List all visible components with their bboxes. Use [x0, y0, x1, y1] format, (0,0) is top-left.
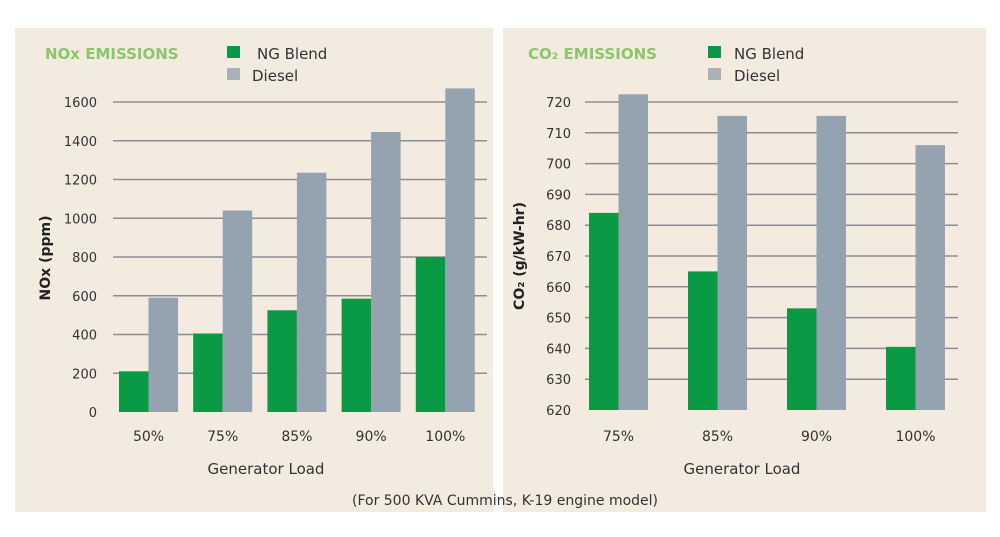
- co2-x-axis-label: Generator Load: [684, 460, 801, 478]
- nox-legend-diesel-swatch: [227, 68, 240, 80]
- co2-x-tick-label: 85%: [702, 429, 733, 445]
- nox-bar-ng-blend: [193, 333, 223, 412]
- co2-legend-diesel-label: Diesel: [734, 67, 780, 85]
- nox-legend-ng-swatch: [227, 46, 240, 58]
- co2-legend-diesel-swatch: [708, 68, 721, 80]
- co2-y-tick-label: 630: [546, 373, 571, 388]
- co2-bar-ng-blend: [688, 271, 718, 410]
- nox-bar-diesel: [371, 132, 401, 412]
- nox-y-tick-label: 1600: [64, 96, 97, 111]
- nox-y-tick-label: 200: [72, 367, 97, 382]
- co2-bar-ng-blend: [787, 308, 817, 410]
- co2-chart-title: CO₂ EMISSIONS: [528, 45, 657, 63]
- co2-y-tick-label: 690: [546, 188, 571, 203]
- co2-bar-ng-blend: [886, 346, 916, 410]
- co2-y-tick-label: 700: [546, 158, 571, 173]
- co2-y-tick-label: 620: [546, 404, 571, 419]
- nox-x-tick-label: 90%: [356, 429, 387, 445]
- nox-x-tick-label: 100%: [425, 429, 465, 445]
- nox-y-tick-label: 1000: [64, 212, 97, 227]
- nox-chart-title: NOx EMISSIONS: [45, 45, 179, 63]
- co2-x-tick-label: 100%: [895, 429, 935, 445]
- co2-y-tick-label: 680: [546, 219, 571, 234]
- nox-x-tick-label: 85%: [281, 429, 312, 445]
- co2-x-tick-label: 90%: [801, 429, 832, 445]
- nox-bar-ng-blend: [341, 298, 372, 412]
- co2-y-axis-label: CO₂ (g/kW-hr): [512, 202, 528, 310]
- co2-bar-diesel: [618, 94, 648, 411]
- co2-y-tick-label: 660: [546, 281, 571, 296]
- nox-chart-panel: [15, 28, 493, 512]
- co2-bar-diesel: [915, 145, 945, 410]
- co2-legend-ng-label: NG Blend: [734, 45, 804, 63]
- co2-bar-diesel: [816, 115, 846, 411]
- nox-x-axis-label: Generator Load: [208, 460, 325, 478]
- co2-bar-diesel: [717, 115, 747, 411]
- nox-y-axis-label: NOx (ppm): [38, 216, 54, 301]
- co2-bar-ng-blend: [589, 212, 619, 410]
- nox-legend-ng-label: NG Blend: [257, 45, 327, 63]
- nox-bar-diesel: [222, 210, 253, 412]
- co2-y-tick-label: 670: [546, 250, 571, 265]
- nox-bar-diesel: [148, 297, 178, 412]
- nox-x-tick-label: 50%: [133, 429, 164, 445]
- nox-y-tick-label: 800: [72, 251, 97, 266]
- nox-y-tick-label: 0: [89, 406, 97, 421]
- nox-y-tick-label: 400: [72, 329, 97, 344]
- co2-x-tick-label: 75%: [603, 429, 634, 445]
- nox-bar-ng-blend: [415, 257, 446, 412]
- nox-y-tick-label: 1400: [64, 135, 97, 150]
- co2-y-tick-label: 650: [546, 312, 571, 327]
- co2-legend-ng-swatch: [708, 46, 721, 58]
- co2-y-tick-label: 640: [546, 342, 571, 357]
- nox-x-tick-label: 75%: [207, 429, 238, 445]
- co2-y-tick-label: 720: [546, 96, 571, 111]
- nox-bar-diesel: [445, 88, 475, 412]
- nox-y-tick-label: 600: [72, 290, 97, 305]
- nox-y-tick-label: 1200: [64, 174, 97, 189]
- nox-bar-ng-blend: [119, 371, 149, 412]
- nox-legend-diesel-label: Diesel: [252, 67, 298, 85]
- nox-bar-ng-blend: [267, 310, 297, 412]
- chart-caption: (For 500 KVA Cummins, K-19 engine model): [352, 493, 658, 509]
- nox-bar-diesel: [296, 172, 327, 412]
- co2-y-tick-label: 710: [546, 127, 571, 142]
